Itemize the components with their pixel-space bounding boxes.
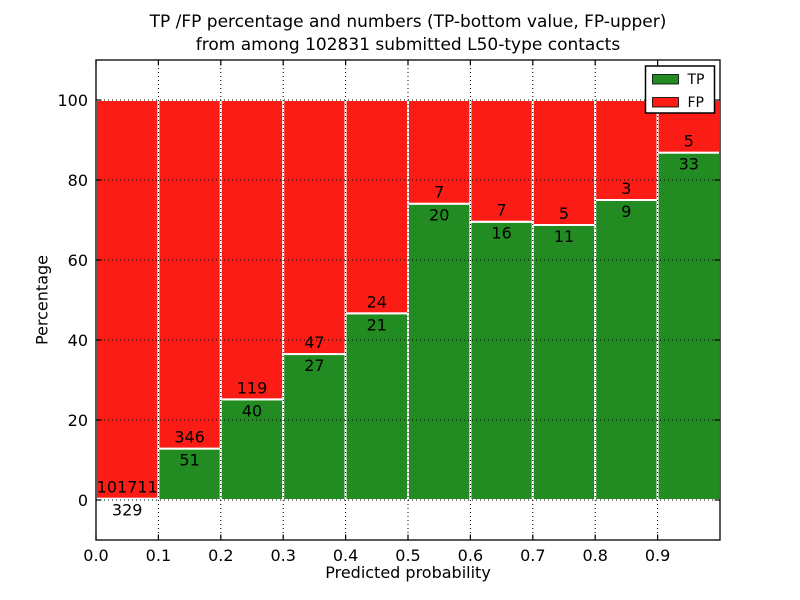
axes-spines — [95, 59, 721, 541]
bar-tp-segment — [344, 312, 410, 502]
bar-fp-segment — [594, 99, 659, 201]
bar-tp-segment — [469, 220, 534, 501]
x-tick-label: 0.3 — [270, 546, 295, 565]
bar-fp-segment — [219, 99, 285, 401]
bar-tp-segment — [594, 199, 659, 501]
tp-count-label: 11 — [554, 227, 574, 246]
fp-count-label: 24 — [367, 292, 387, 311]
x-tick-label: 0.6 — [458, 546, 483, 565]
fp-count-label: 5 — [559, 204, 569, 223]
x-tick-label: 0.8 — [582, 546, 607, 565]
y-tick-label: 40 — [68, 331, 88, 350]
x-tick-label: 0.7 — [520, 546, 545, 565]
bar-fp-segment — [531, 99, 597, 226]
fp-count-label: 119 — [237, 378, 268, 397]
x-axis-label: Predicted probability — [325, 563, 491, 582]
bar-fp-segment — [407, 99, 472, 205]
x-tick-label: 0.5 — [395, 546, 420, 565]
tp-count-label: 21 — [367, 315, 387, 334]
chart-title-line2: from among 102831 submitted L50-type con… — [195, 35, 621, 55]
tp-count-label: 16 — [491, 224, 511, 243]
bar-fp-segment — [282, 99, 347, 356]
legend-swatch-tp — [652, 74, 679, 85]
bar-fp-segment — [344, 99, 410, 315]
tp-count-label: 40 — [242, 401, 262, 420]
bar-fp-segment — [157, 99, 222, 450]
bar-tp-segment — [531, 224, 597, 501]
tp-count-label: 33 — [679, 155, 699, 174]
x-tick-label: 0.2 — [208, 546, 233, 565]
bar-tp-segment — [656, 151, 721, 501]
y-tick-label: 100 — [57, 91, 88, 110]
fp-count-label: 47 — [304, 333, 324, 352]
tp-count-label: 27 — [304, 356, 324, 375]
y-axis-label: Percentage — [32, 254, 52, 346]
bar-tp-segment — [282, 353, 347, 501]
y-tick-label: 80 — [68, 171, 88, 190]
fp-count-label: 7 — [497, 201, 507, 220]
fp-count-label: 5 — [684, 132, 694, 151]
bar-fp-segment — [469, 99, 534, 223]
tp-count-label: 20 — [429, 206, 449, 225]
x-tick-label: 0.9 — [645, 546, 670, 565]
y-tick-label: 20 — [68, 411, 88, 430]
legend-label-tp: TP — [687, 72, 705, 88]
tp-count-label: 329 — [112, 501, 143, 520]
tp-count-label: 9 — [621, 202, 631, 221]
chart-title-line1: TP /FP percentage and numbers (TP-bottom… — [149, 12, 667, 32]
y-tick-label: 0 — [78, 491, 88, 510]
y-tick-label: 60 — [68, 251, 88, 270]
legend-label-fp: FP — [688, 95, 705, 111]
fp-count-label: 346 — [174, 428, 205, 447]
bar-tp-segment — [407, 202, 472, 501]
x-tick-label: 0.0 — [83, 546, 108, 565]
tp-count-label: 51 — [179, 451, 199, 470]
x-tick-label: 0.1 — [146, 546, 171, 565]
x-tick-label: 0.4 — [333, 546, 358, 565]
fp-count-label: 101711 — [97, 478, 158, 497]
fp-count-label: 7 — [434, 183, 444, 202]
legend-swatch-fp — [652, 97, 679, 108]
fp-count-label: 3 — [621, 179, 631, 198]
bar-fp-segment — [95, 99, 160, 500]
